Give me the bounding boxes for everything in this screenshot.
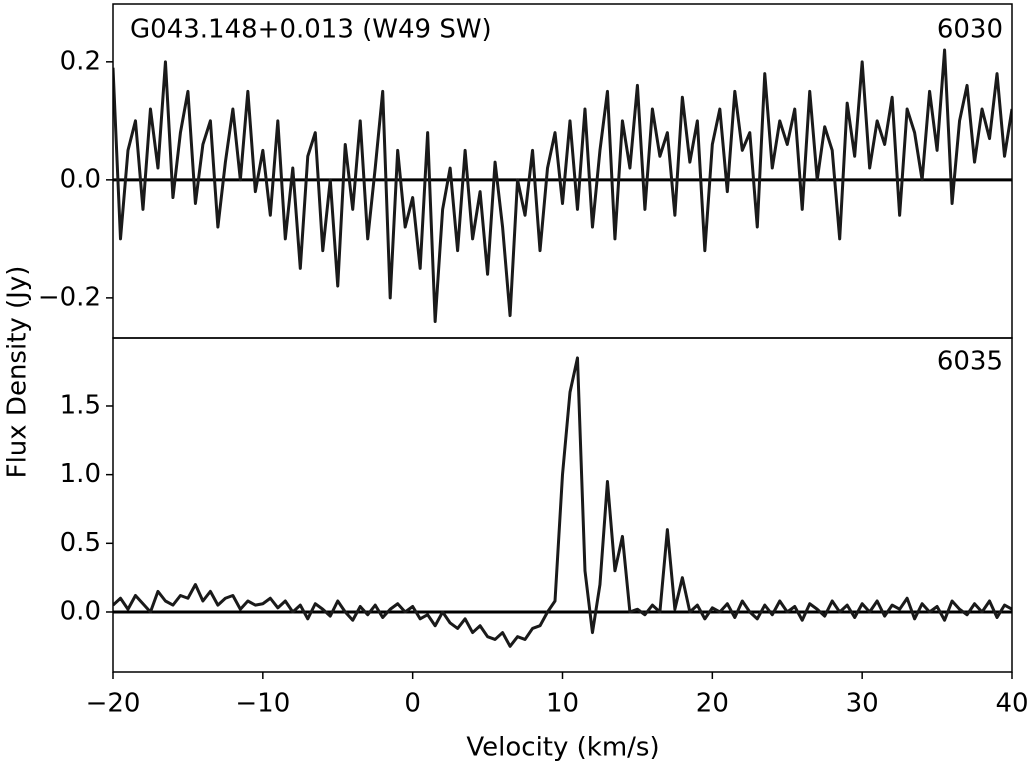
y-tick-label: −0.2 bbox=[38, 282, 101, 312]
y-tick-label: 1.5 bbox=[60, 390, 101, 420]
y-axis-label: Flux Density (Jy) bbox=[3, 266, 33, 479]
x-tick-label: 20 bbox=[696, 689, 729, 719]
y-tick-label: 1.0 bbox=[60, 459, 101, 489]
x-tick-label: 10 bbox=[546, 689, 579, 719]
chart-title: G043.148+0.013 (W49 SW) bbox=[130, 15, 492, 45]
plot-frame bbox=[112, 337, 1013, 673]
annotation: 6030 bbox=[937, 15, 1003, 45]
y-tick-label: 0.2 bbox=[60, 46, 101, 76]
x-axis-label: Velocity (km/s) bbox=[466, 733, 659, 763]
y-tick-label: 0.0 bbox=[60, 164, 101, 194]
spectrum-line bbox=[113, 48, 1012, 323]
x-tick-label: −10 bbox=[235, 689, 290, 719]
x-tick-label: 30 bbox=[846, 689, 879, 719]
spectrum-line bbox=[113, 356, 1012, 648]
x-tick-label: −20 bbox=[86, 689, 141, 719]
y-tick-label: 0.5 bbox=[60, 528, 101, 558]
plot-frame bbox=[112, 3, 1013, 339]
y-tick-label: 0.0 bbox=[60, 596, 101, 626]
x-tick-label: 0 bbox=[404, 689, 421, 719]
x-tick-label: 40 bbox=[995, 689, 1028, 719]
annotation: 6035 bbox=[937, 347, 1003, 377]
